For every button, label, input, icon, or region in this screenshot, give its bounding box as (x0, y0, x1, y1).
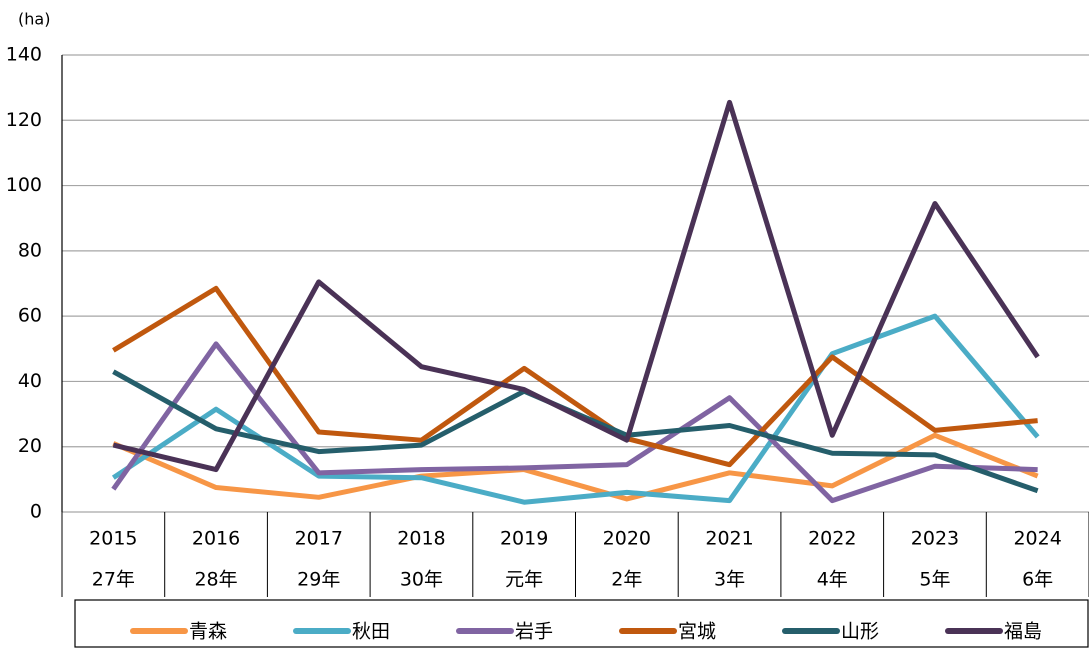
x-tick-label: 2015 (89, 528, 137, 550)
legend-label: 宮城 (678, 621, 716, 643)
y-tick-label: 120 (6, 109, 42, 131)
legend-label: 秋田 (352, 621, 390, 643)
legend-label: 青森 (189, 621, 227, 643)
x-tick-label: 2018 (397, 528, 445, 550)
y-tick-label: 40 (18, 370, 42, 392)
y-tick-label: 60 (18, 305, 42, 327)
y-unit: (ha) (18, 10, 50, 29)
x-tick-label: 2021 (705, 528, 753, 550)
y-tick-label: 140 (6, 44, 42, 66)
x-tick-era-label: 4年 (817, 569, 848, 591)
x-tick-era-label: 27年 (92, 569, 135, 591)
series-line (111, 313, 1040, 505)
x-tick-era-label: 3年 (714, 569, 745, 591)
series-line (111, 341, 1038, 504)
series-line (112, 99, 1040, 473)
x-tick-era-label: 29年 (297, 569, 340, 591)
legend-label: 福島 (1004, 621, 1042, 643)
x-tick-label: 2017 (295, 528, 343, 550)
x-tick-era-label: 元年 (505, 569, 543, 591)
x-tick-era-label: 5年 (919, 569, 950, 591)
y-tick-label: 20 (18, 435, 42, 457)
x-tick-era-label: 2年 (611, 569, 642, 591)
x-tick-label: 2020 (603, 528, 651, 550)
x-tick-label: 2016 (192, 528, 240, 550)
y-tick-label: 0 (30, 501, 42, 523)
x-tick-era-label: 6年 (1022, 569, 1053, 591)
y-tick-label: 100 (6, 174, 42, 196)
x-tick-label: 2023 (911, 528, 959, 550)
x-tick-era-label: 28年 (194, 569, 237, 591)
y-tick-label: 80 (18, 239, 42, 261)
series-line (112, 432, 1039, 502)
legend-label: 山形 (841, 621, 879, 643)
legend-box (74, 599, 1089, 648)
x-tick-label: 2024 (1013, 528, 1061, 550)
series-line (112, 285, 1038, 468)
x-tick-era-label: 30年 (400, 569, 443, 591)
legend-label: 岩手 (515, 621, 553, 643)
x-tick-label: 2022 (808, 528, 856, 550)
x-tick-label: 2019 (500, 528, 548, 550)
